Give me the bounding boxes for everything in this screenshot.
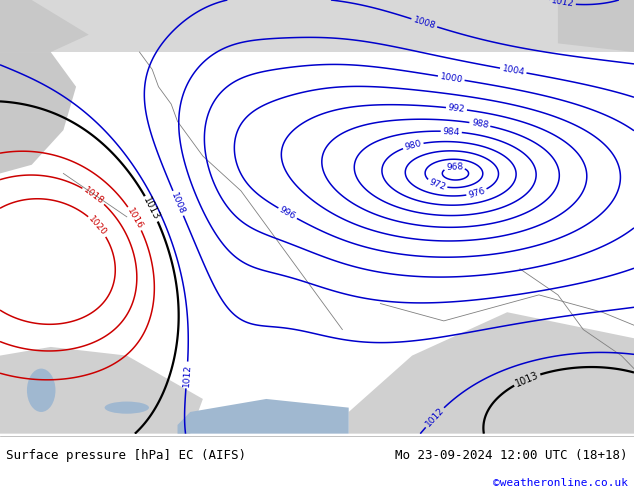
Text: 1012: 1012 — [424, 406, 446, 429]
Text: 968: 968 — [446, 162, 463, 172]
Text: 1012: 1012 — [181, 363, 192, 387]
Text: 1004: 1004 — [501, 64, 526, 77]
Text: 1000: 1000 — [439, 72, 463, 84]
Polygon shape — [558, 0, 634, 52]
Text: 1008: 1008 — [412, 15, 437, 31]
Text: Mo 23-09-2024 12:00 UTC (18+18): Mo 23-09-2024 12:00 UTC (18+18) — [395, 448, 628, 462]
Text: 1012: 1012 — [550, 0, 574, 9]
Polygon shape — [349, 312, 634, 434]
Text: 984: 984 — [443, 126, 460, 137]
Polygon shape — [0, 0, 89, 52]
Text: 1008: 1008 — [169, 191, 187, 216]
Polygon shape — [178, 399, 349, 434]
Text: 976: 976 — [467, 186, 486, 199]
Text: 1013: 1013 — [514, 370, 540, 389]
Text: 988: 988 — [470, 118, 489, 130]
Polygon shape — [0, 52, 76, 173]
Text: 1018: 1018 — [82, 185, 106, 206]
Ellipse shape — [27, 368, 56, 412]
Text: ©weatheronline.co.uk: ©weatheronline.co.uk — [493, 478, 628, 488]
Ellipse shape — [105, 402, 149, 414]
Text: 1016: 1016 — [126, 206, 145, 231]
Polygon shape — [0, 347, 203, 434]
Text: 980: 980 — [404, 139, 423, 152]
Text: 1013: 1013 — [141, 196, 162, 222]
Text: Surface pressure [hPa] EC (AIFS): Surface pressure [hPa] EC (AIFS) — [6, 448, 247, 462]
Text: 992: 992 — [448, 103, 465, 114]
Text: 972: 972 — [427, 177, 447, 192]
Text: 1020: 1020 — [87, 215, 108, 238]
Text: 996: 996 — [278, 205, 297, 221]
Polygon shape — [0, 0, 634, 52]
